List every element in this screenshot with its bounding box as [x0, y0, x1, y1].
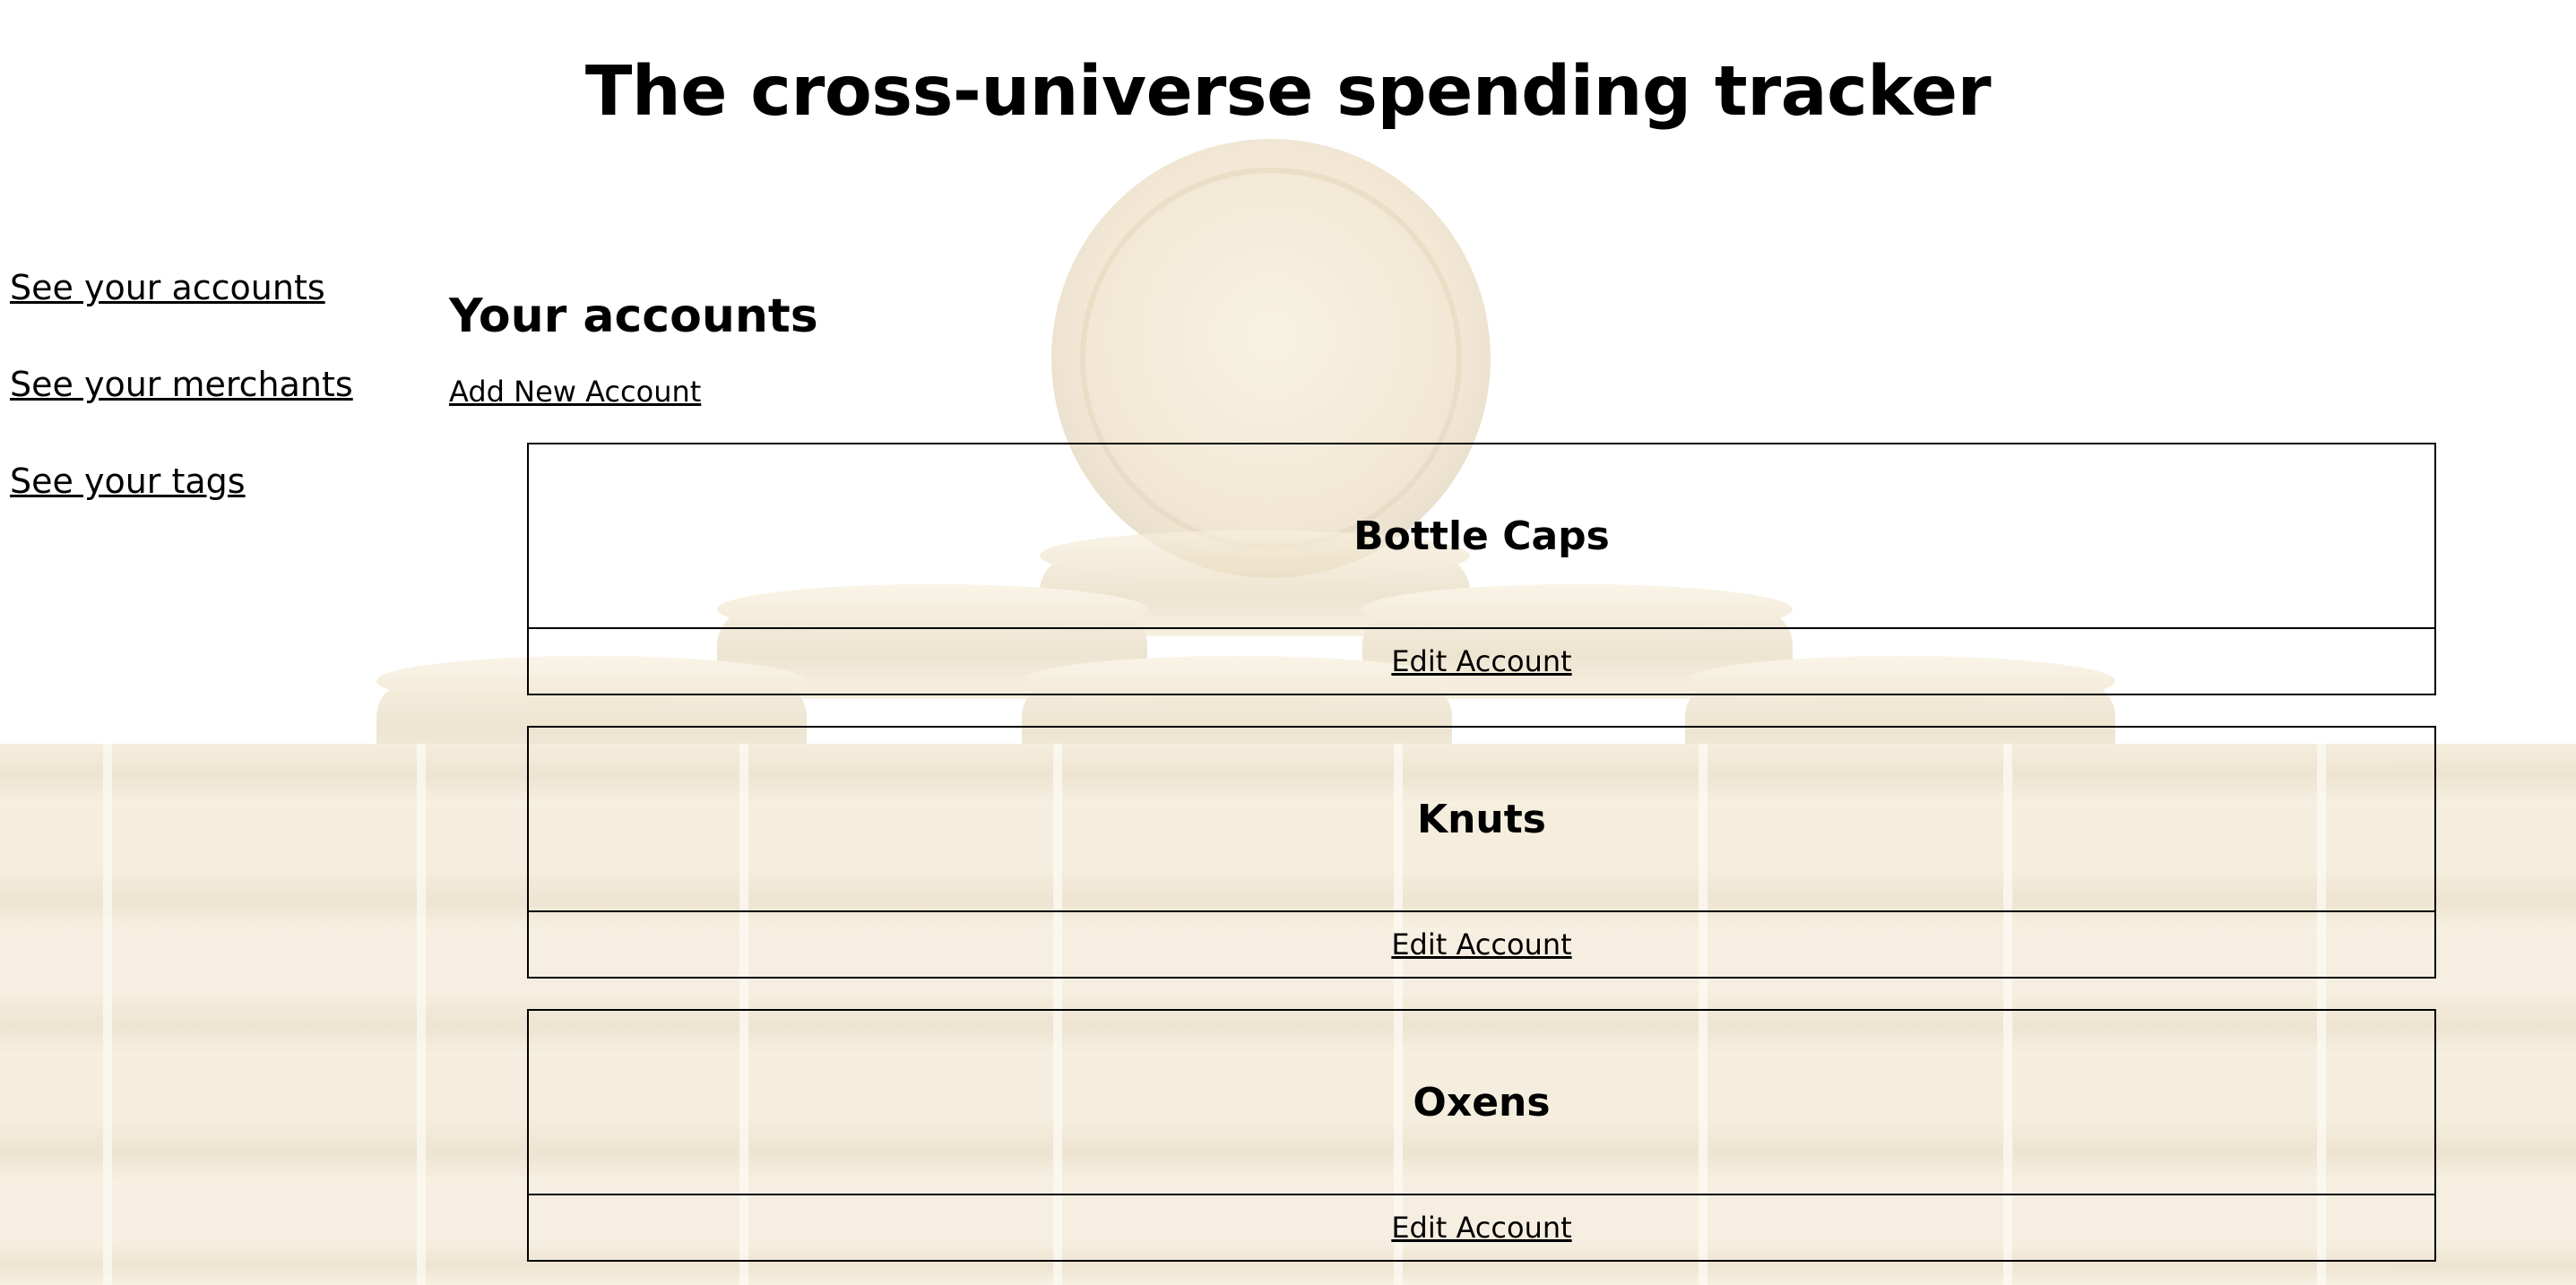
- account-name-cell: Oxens: [529, 1011, 2434, 1195]
- accounts-section: Your accounts Add New Account: [449, 287, 818, 409]
- account-name-cell: Knuts: [529, 728, 2434, 912]
- account-edit-cell: Edit Account: [529, 912, 2434, 977]
- account-card: Bottle Caps Edit Account: [527, 443, 2436, 695]
- edit-account-link[interactable]: Edit Account: [1391, 1211, 1572, 1245]
- nav-link-tags[interactable]: See your tags: [10, 461, 246, 501]
- edit-account-link[interactable]: Edit Account: [1391, 927, 1572, 962]
- nav-link-accounts[interactable]: See your accounts: [10, 268, 325, 307]
- nav-link-merchants[interactable]: See your merchants: [10, 365, 353, 404]
- account-name: Oxens: [1413, 1079, 1551, 1125]
- page-title: The cross-universe spending tracker: [584, 52, 1992, 132]
- section-title: Your accounts: [449, 289, 818, 343]
- account-name: Bottle Caps: [1353, 513, 1610, 559]
- account-edit-cell: Edit Account: [529, 1195, 2434, 1260]
- account-edit-cell: Edit Account: [529, 629, 2434, 694]
- account-name-cell: Bottle Caps: [529, 444, 2434, 629]
- edit-account-link[interactable]: Edit Account: [1391, 644, 1572, 678]
- side-navigation: See your accounts See your merchants See…: [10, 269, 353, 559]
- add-new-account-link[interactable]: Add New Account: [449, 375, 702, 409]
- account-name: Knuts: [1417, 796, 1546, 842]
- account-card: Oxens Edit Account: [527, 1009, 2436, 1262]
- account-card: Knuts Edit Account: [527, 726, 2436, 979]
